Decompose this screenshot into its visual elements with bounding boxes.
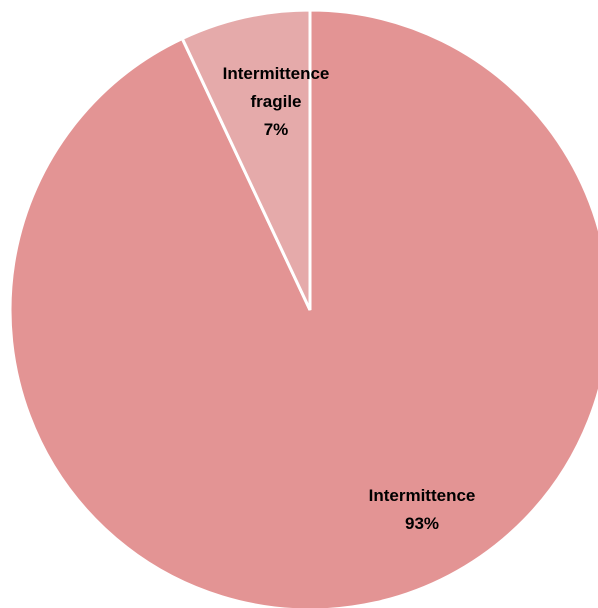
pie-slice [8,8,598,608]
value-label: 93% [404,514,440,533]
pie-slice [180,8,312,311]
category-label: Intermittence fragile [222,64,330,111]
category-label: Intermittence [368,486,476,505]
data-label: Intermittence fragile 7% [201,60,351,144]
data-label: Intermittence 93% [337,482,507,538]
value-label: 7% [263,120,289,139]
